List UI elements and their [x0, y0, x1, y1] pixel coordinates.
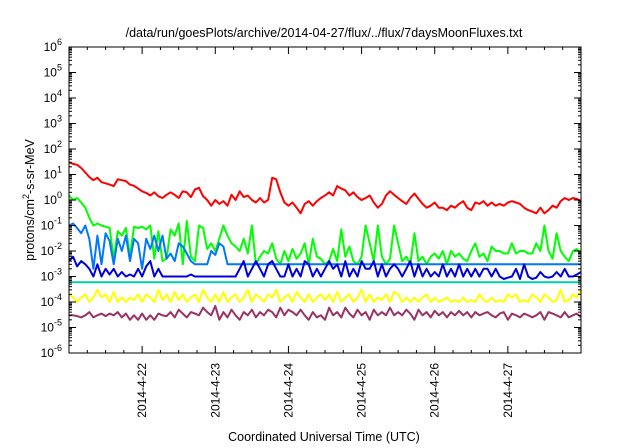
y-tick-label: 100	[44, 190, 62, 207]
x-tick-label: 2014-4-25	[355, 363, 369, 418]
x-tick-label: 2014-4-22	[135, 363, 149, 418]
y-tick-label: 106	[44, 37, 62, 54]
series-line-3	[68, 222, 581, 270]
y-tick-label: 101	[44, 165, 62, 182]
x-tick-label: 2014-4-27	[501, 363, 515, 418]
y-tick-label: 10-4	[41, 292, 62, 309]
y-axis-label-base: protons/cm	[23, 199, 37, 261]
y-tick-label: 105	[44, 63, 62, 80]
chart-title: /data/run/goesPlots/archive/2014-04-27/f…	[126, 26, 523, 40]
y-axis-label: protons/cm2-s-sr-MeV	[21, 138, 37, 260]
x-tick-label: 2014-4-23	[208, 363, 222, 418]
y-tick-label: 10-6	[41, 343, 62, 360]
y-tick-label: 104	[44, 88, 62, 105]
series-line-1	[68, 161, 582, 215]
x-tick-label: 2014-4-24	[281, 363, 295, 418]
y-tick-label: 10-3	[41, 267, 62, 284]
y-tick-label: 10-1	[41, 216, 62, 233]
y-tick-label: 10-2	[41, 241, 62, 258]
plot-frame	[68, 46, 582, 354]
series-line-6	[68, 288, 582, 303]
series-line-7	[69, 304, 582, 321]
y-tick-label: 103	[44, 114, 62, 131]
y-tick-label: 102	[44, 139, 62, 156]
y-axis-label-rest: -s-sr-MeV	[23, 138, 37, 194]
x-tick-label: 2014-4-26	[428, 363, 442, 418]
series-lines	[68, 161, 582, 321]
x-axis-label: Coordinated Universal Time (UTC)	[228, 430, 420, 444]
series-line-4	[68, 255, 582, 280]
y-axis-label-sup: 2	[21, 194, 31, 199]
y-tick-label: 10-5	[41, 318, 62, 335]
plot-axes: 10-6 10-5 10-4 10-3 10-2 10-1 100 101 102 103 104 1…	[41, 37, 582, 418]
